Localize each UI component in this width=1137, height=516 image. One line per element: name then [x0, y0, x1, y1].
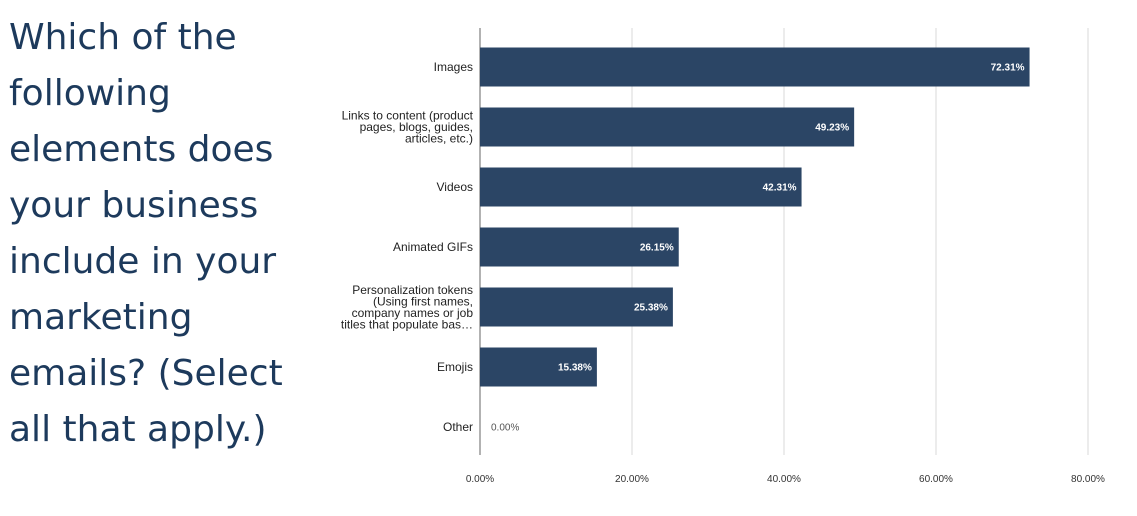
category-labels: Images Links to content (product pages, bl…	[341, 60, 474, 434]
question-line: your business	[9, 185, 259, 226]
category-label: Emojis	[437, 360, 473, 374]
bar-value-label: 49.23%	[815, 123, 849, 134]
bar-value-label: 26.15%	[640, 243, 674, 254]
x-tick-label: 60.00%	[919, 474, 953, 485]
x-tick-label: 80.00%	[1071, 474, 1105, 485]
question-line: Which of the	[9, 17, 237, 58]
x-tick-label: 40.00%	[767, 474, 801, 485]
bar-value-label: 25.38%	[634, 303, 668, 314]
bar	[480, 227, 679, 267]
bar-value-label: 42.31%	[763, 183, 797, 194]
bar-value-label: 15.38%	[558, 363, 592, 374]
bar-value-label: 72.31%	[991, 63, 1025, 74]
x-tick-label: 20.00%	[615, 474, 649, 485]
bar	[480, 167, 802, 207]
question-line: all that apply.)	[9, 409, 267, 450]
category-label: Animated GIFs	[393, 240, 473, 254]
question-line: elements does	[9, 129, 274, 170]
x-axis-ticks: 0.00% 20.00% 40.00% 60.00% 80.00%	[466, 474, 1105, 485]
category-label: Links to content (product pages, blogs, g…	[342, 109, 474, 146]
x-tick-label: 0.00%	[466, 474, 494, 485]
bar	[480, 107, 855, 147]
bar	[480, 287, 673, 327]
bar-value-label: 0.00%	[491, 423, 519, 434]
question-text: Which of the following elements does you…	[9, 10, 309, 458]
question-line: include in your	[9, 241, 277, 282]
category-label: Other	[443, 420, 473, 434]
bars: 72.31% 49.23% 42.31% 26.15% 25.38% 15.38% 0.00…	[480, 47, 1030, 434]
bar	[480, 347, 597, 387]
question-line: marketing	[9, 297, 193, 338]
bar	[480, 47, 1030, 87]
category-label: Videos	[437, 180, 473, 194]
question-line: following	[9, 73, 171, 114]
category-label: Images	[434, 60, 473, 74]
question-line: emails? (Select	[9, 353, 283, 394]
category-label: Personalization tokens (Using first names…	[341, 283, 473, 332]
